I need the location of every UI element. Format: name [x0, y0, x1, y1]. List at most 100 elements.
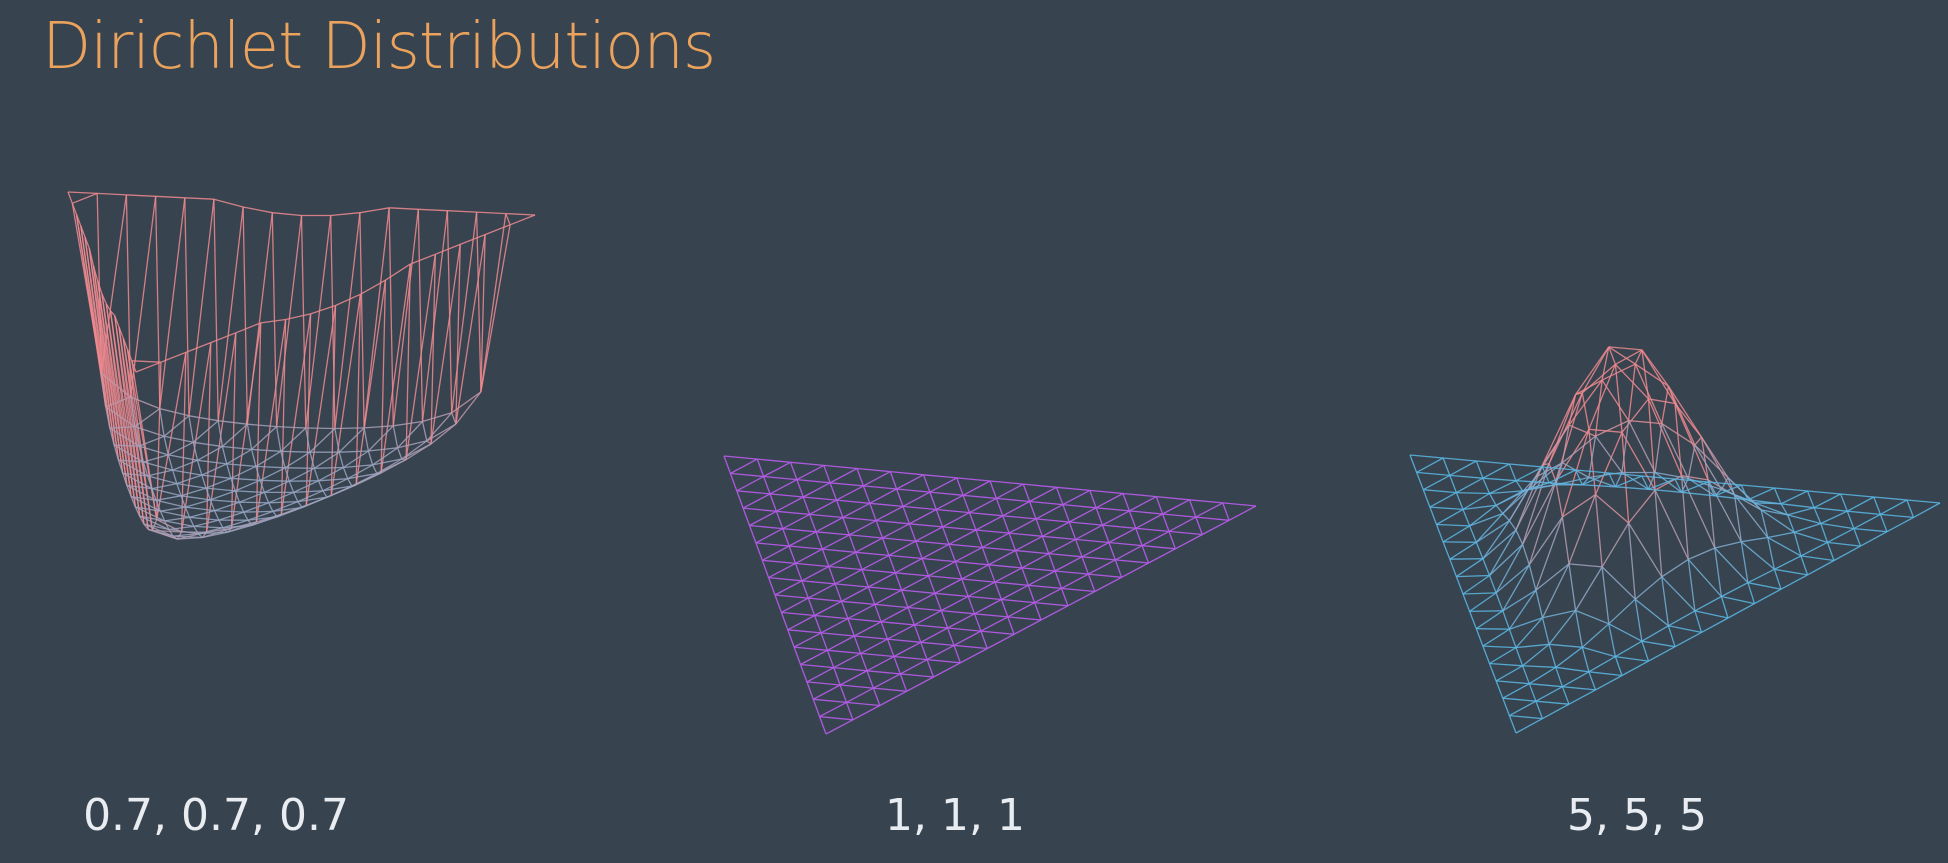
- mesh-line: [1061, 573, 1089, 589]
- mesh-line: [1007, 616, 1015, 635]
- mesh-line: [1469, 610, 1503, 613]
- mesh-line: [929, 477, 958, 493]
- mesh-line: [163, 436, 169, 456]
- mesh-line: [176, 483, 182, 497]
- mesh-line: [1641, 625, 1669, 642]
- mesh-line: [896, 488, 930, 493]
- mesh-line: [280, 451, 286, 468]
- mesh-line: [97, 192, 127, 196]
- mesh-line: [1489, 543, 1524, 576]
- mesh-line: [226, 463, 232, 479]
- mesh-line: [736, 490, 771, 495]
- mesh-line: [322, 485, 353, 492]
- mesh-line: [1002, 515, 1037, 520]
- mesh-line: [180, 342, 212, 533]
- mesh-line: [235, 322, 261, 334]
- mesh-line: [284, 451, 311, 469]
- mesh-line: [376, 472, 382, 475]
- mesh-line: [1062, 489, 1091, 506]
- mesh-line: [1661, 423, 1696, 446]
- mesh-line: [113, 444, 144, 463]
- mesh-line: [1588, 476, 1616, 488]
- mesh-line: [1741, 484, 1775, 489]
- mesh-line: [902, 491, 931, 507]
- mesh-line: [380, 280, 387, 473]
- mesh-line: [105, 396, 131, 408]
- mesh-line: [1621, 431, 1656, 491]
- mesh-line: [172, 459, 198, 471]
- mesh-line: [975, 515, 1004, 531]
- mesh-line: [980, 616, 1009, 632]
- mesh-line: [881, 537, 890, 556]
- mesh-line: [335, 293, 361, 307]
- mesh-line: [1694, 610, 1729, 619]
- mesh-line: [1807, 490, 1841, 495]
- mesh-line: [1156, 495, 1190, 501]
- mesh-line: [855, 551, 889, 557]
- mesh-line: [134, 426, 140, 447]
- mesh-line: [276, 506, 303, 518]
- mesh-line: [820, 632, 855, 637]
- mesh-line: [1521, 665, 1530, 684]
- mesh-line: [259, 467, 286, 481]
- mesh-line: [205, 487, 236, 492]
- mesh-line: [221, 446, 228, 465]
- mesh-line: [1754, 502, 1788, 516]
- mesh-line: [730, 458, 758, 474]
- mesh-line: [114, 315, 141, 517]
- mesh-line: [193, 519, 219, 528]
- mesh-line: [1469, 504, 1497, 527]
- mesh-line: [1793, 532, 1802, 557]
- mesh-line: [230, 332, 237, 529]
- mesh-line: [338, 452, 345, 468]
- mesh-line: [218, 519, 224, 529]
- mesh-line: [1023, 483, 1057, 488]
- mesh-line: [1694, 444, 1722, 490]
- mesh-line: [284, 467, 290, 482]
- mesh-line: [355, 294, 362, 485]
- mesh-line: [92, 265, 99, 282]
- mesh-line: [455, 244, 461, 425]
- mesh-line: [1141, 530, 1170, 547]
- mesh-line: [1022, 483, 1031, 502]
- mesh-line: [1482, 628, 1510, 647]
- mesh-line: [833, 667, 841, 686]
- mesh-line: [113, 445, 120, 461]
- mesh-line: [802, 482, 831, 498]
- mesh-line: [1780, 503, 1815, 509]
- mesh-line: [874, 604, 882, 623]
- alpha-label-1: 1, 1, 1: [885, 790, 1025, 841]
- mesh-line: [410, 253, 436, 265]
- mesh-line: [1095, 507, 1104, 526]
- mesh-line: [1028, 501, 1037, 520]
- mesh-line: [1042, 535, 1076, 541]
- mesh-line: [1162, 513, 1196, 518]
- mesh-line: [909, 523, 943, 528]
- mesh-line: [907, 606, 942, 612]
- mesh-line: [988, 564, 1022, 569]
- mesh-line: [405, 443, 432, 461]
- mesh-line: [926, 659, 935, 678]
- mesh-line: [1074, 539, 1083, 558]
- mesh-line: [1581, 392, 1590, 430]
- mesh-line: [742, 507, 751, 526]
- mesh-line: [1647, 472, 1656, 490]
- mesh-line: [272, 511, 278, 518]
- mesh-line: [888, 540, 917, 556]
- mesh-line: [151, 519, 158, 531]
- mesh-line: [1007, 616, 1042, 621]
- mesh-line: [787, 629, 822, 634]
- mesh-line: [1621, 398, 1650, 433]
- mesh-line: [151, 482, 177, 490]
- mesh-line: [901, 589, 935, 594]
- mesh-line: [1522, 643, 1550, 667]
- mesh-line: [769, 493, 804, 498]
- mesh-line: [934, 592, 969, 598]
- mesh-line: [1475, 460, 1484, 479]
- mesh-line: [75, 214, 103, 374]
- mesh-line: [729, 473, 738, 492]
- mesh-line: [1661, 576, 1696, 612]
- mesh-line: [196, 460, 203, 476]
- mesh-line: [1409, 454, 1418, 473]
- mesh-line: [1542, 703, 1570, 720]
